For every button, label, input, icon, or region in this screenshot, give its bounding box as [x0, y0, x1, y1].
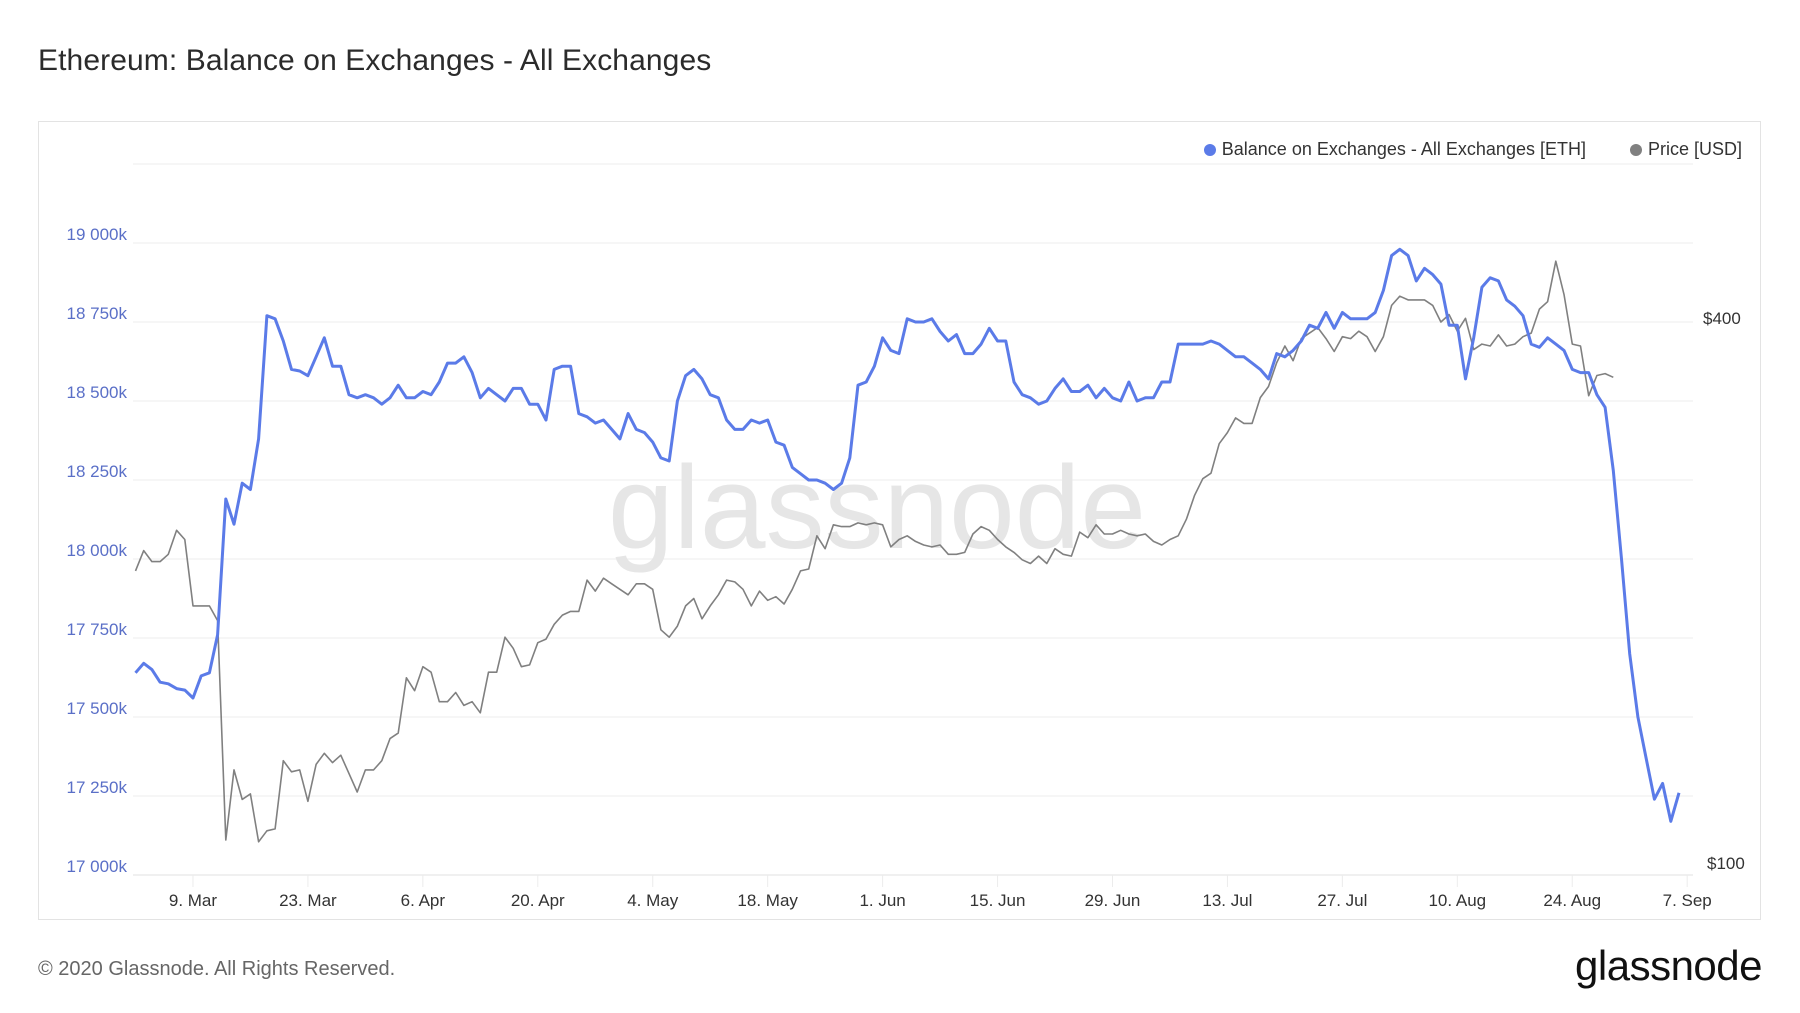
x-tick-label: 13. Jul — [1202, 891, 1252, 910]
x-axis: 9. Mar 23. Mar 6. Apr 20. Apr 4. May 18. May 1… — [169, 875, 1712, 910]
x-tick-label: 20. Apr — [511, 891, 565, 910]
y-tick-label: 18 500k — [67, 383, 128, 402]
x-tick-label: 23. Mar — [279, 891, 337, 910]
y-tick-label: 18 750k — [67, 304, 128, 323]
y-tick-label: 17 000k — [67, 857, 128, 876]
chart-legend: Balance on Exchanges - All Exchanges [ET… — [1203, 139, 1742, 160]
balance-line[interactable] — [134, 247, 1681, 823]
x-tick-label: 15. Jun — [970, 891, 1026, 910]
y-tick-label: 17 750k — [67, 620, 128, 639]
y-right-tick-label: $100 — [1707, 854, 1745, 873]
legend-dot-icon — [1203, 143, 1216, 156]
x-tick-label: 7. Sep — [1663, 891, 1712, 910]
y-tick-label: 17 500k — [67, 699, 128, 718]
legend-item-balance[interactable]: Balance on Exchanges - All Exchanges [ET… — [1203, 139, 1586, 160]
x-tick-label: 9. Mar — [169, 891, 218, 910]
chart-card — [38, 121, 1761, 920]
legend-dot-icon — [1629, 143, 1642, 156]
y-tick-label: 19 000k — [67, 225, 128, 244]
y-right-tick-label: $400 — [1703, 309, 1741, 328]
watermark: glassnode — [608, 442, 1146, 574]
y-tick-label: 17 250k — [67, 778, 128, 797]
x-tick-label: 4. May — [627, 891, 679, 910]
y-axis-right: $400 $100 — [1703, 309, 1745, 873]
legend-label: Balance on Exchanges - All Exchanges [ET… — [1221, 139, 1586, 159]
x-tick-label: 24. Aug — [1543, 891, 1601, 910]
gridlines — [133, 163, 1693, 876]
page-title: Ethereum: Balance on Exchanges - All Exc… — [38, 44, 712, 77]
x-tick-label: 18. May — [737, 891, 798, 910]
glassnode-logo: glassnode — [1575, 942, 1762, 989]
x-tick-label: 10. Aug — [1428, 891, 1486, 910]
price-line[interactable] — [134, 260, 1614, 843]
y-axis-left: 17 000k 17 250k 17 500k 17 750k 18 000k 18 25… — [67, 225, 128, 876]
copyright-text: © 2020 Glassnode. All Rights Reserved. — [38, 958, 396, 980]
y-tick-label: 18 000k — [67, 541, 128, 560]
x-tick-label: 29. Jun — [1085, 891, 1141, 910]
x-tick-label: 6. Apr — [401, 891, 446, 910]
legend-item-price[interactable]: Price [USD] — [1629, 139, 1742, 160]
x-tick-label: 1. Jun — [859, 891, 905, 910]
legend-label: Price [USD] — [1647, 139, 1742, 159]
y-tick-label: 18 250k — [67, 462, 128, 481]
x-tick-label: 27. Jul — [1317, 891, 1367, 910]
